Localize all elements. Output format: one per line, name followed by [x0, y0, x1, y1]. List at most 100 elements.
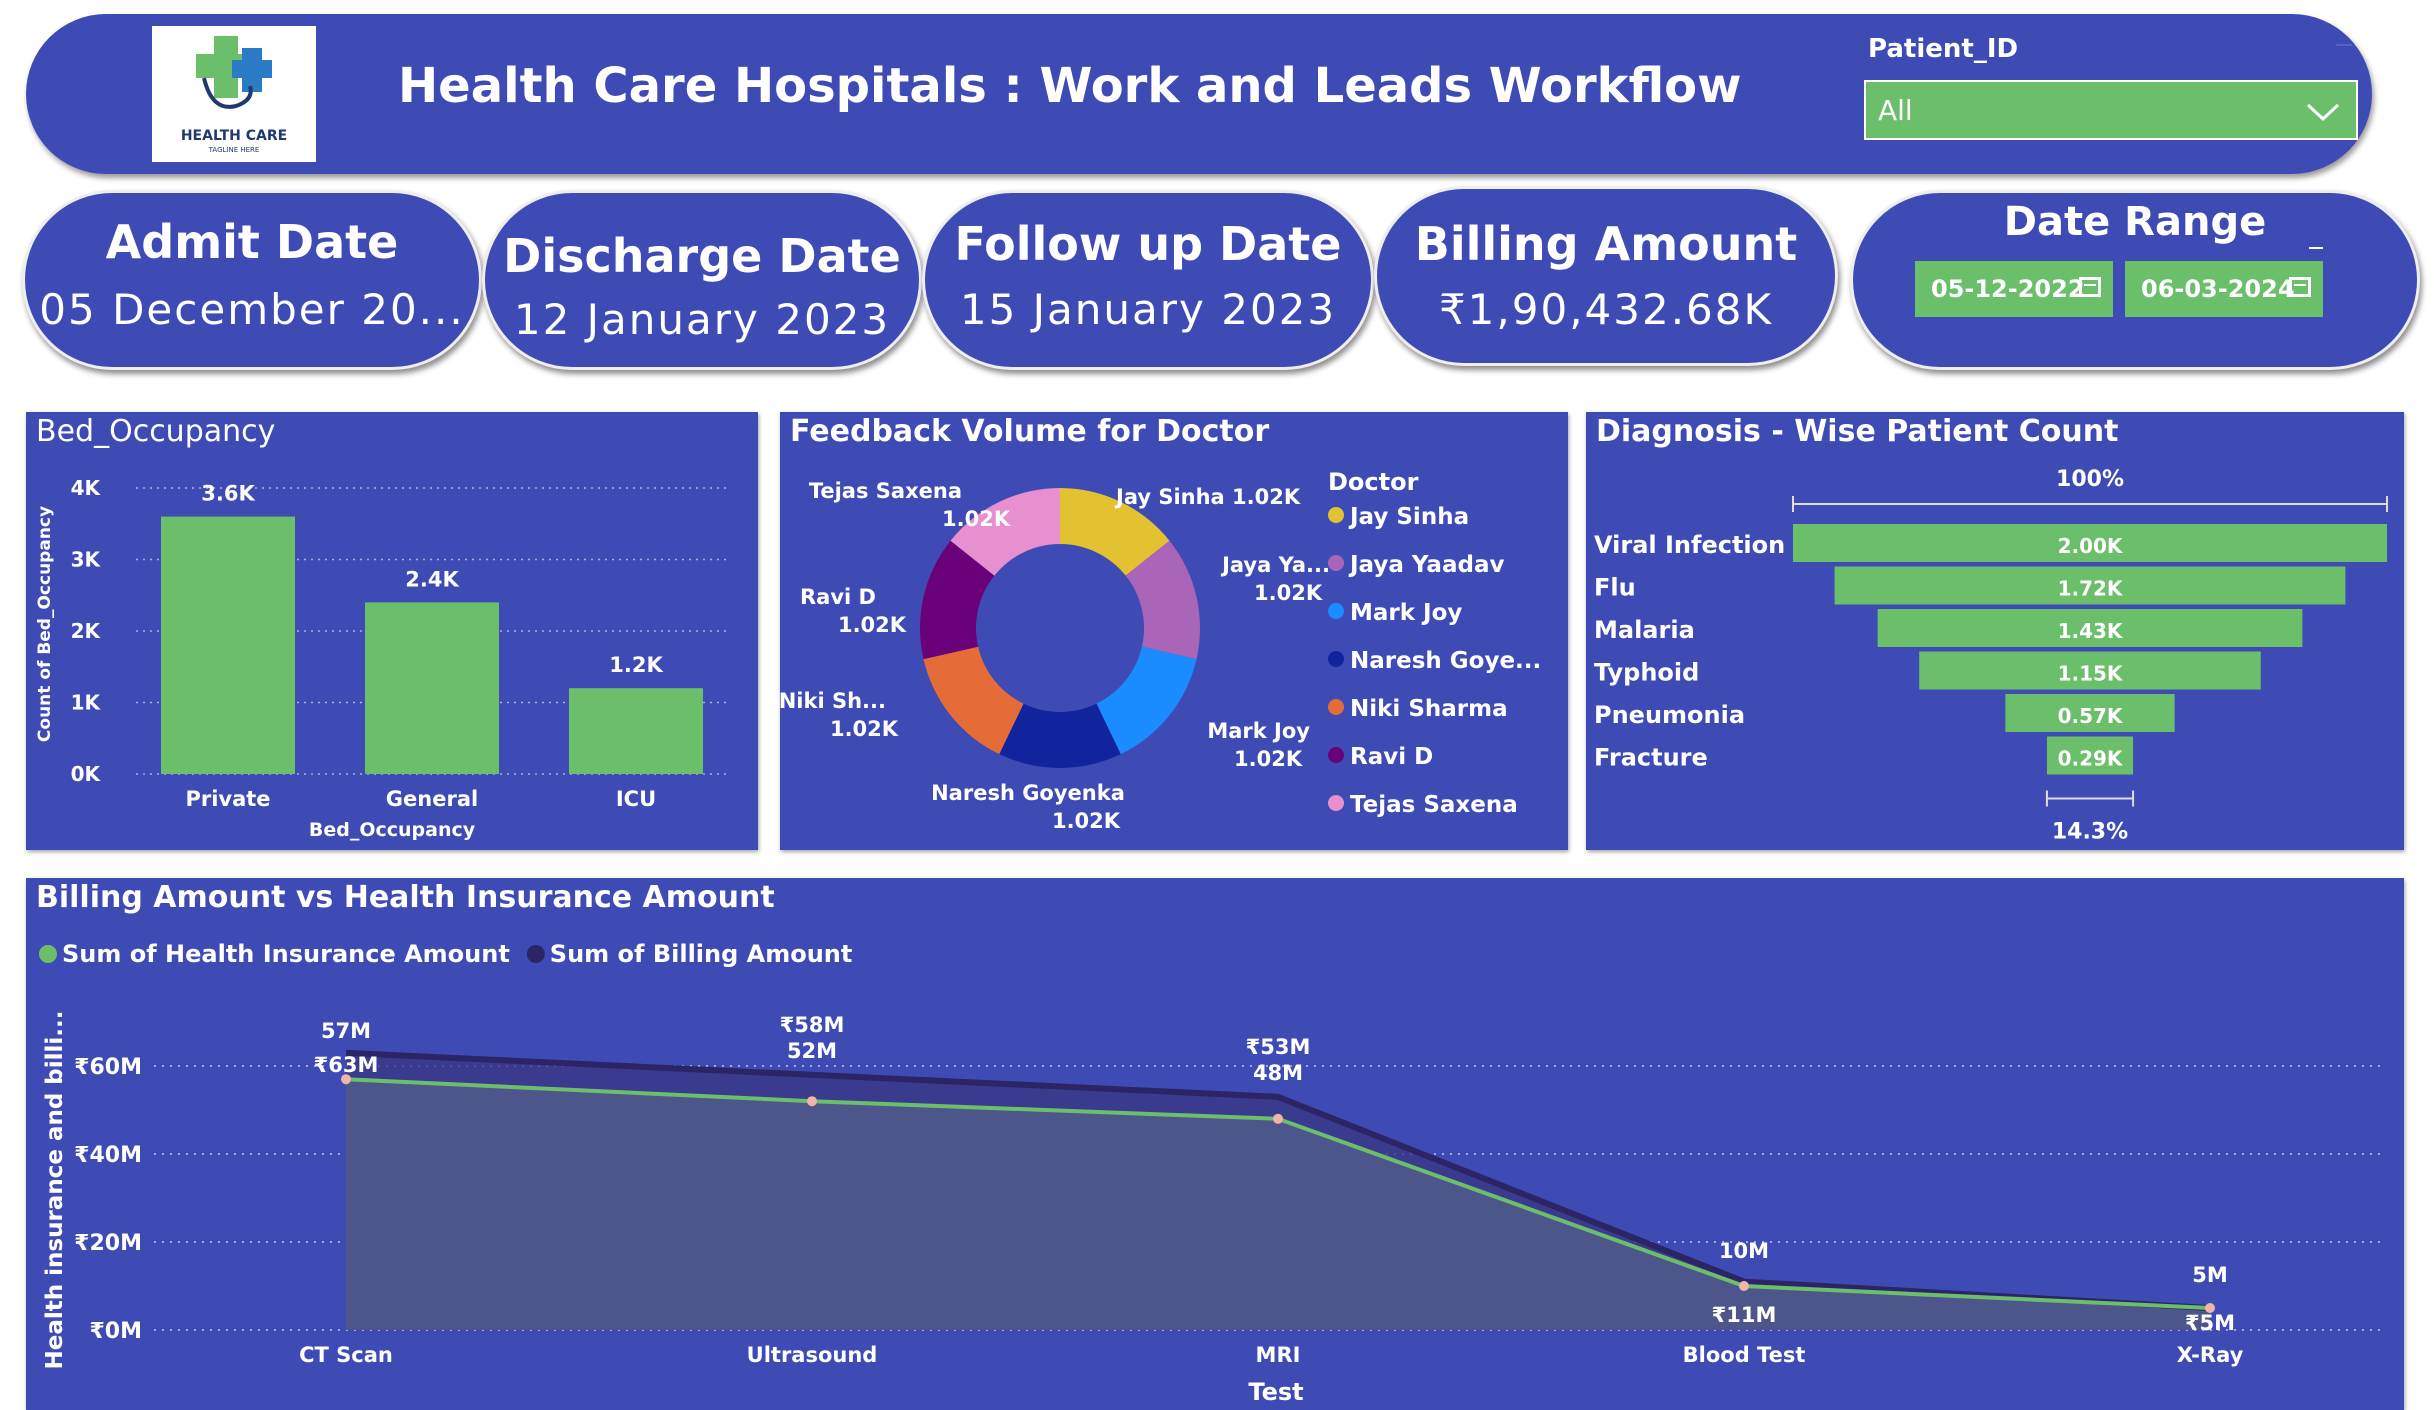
slice-label-value: 1.02K [838, 613, 907, 637]
donut-slice-niki-sharma[interactable] [923, 646, 1024, 755]
x-axis-title: Bed_Occupancy [309, 819, 476, 841]
medical-cross-icon [196, 36, 272, 109]
legend-dot-icon [526, 945, 545, 963]
donut-slice-jay-sinha[interactable] [1060, 488, 1170, 576]
slice-label-name: Mark Joy [1207, 719, 1310, 743]
discharge-date-card: Discharge Date 12 January 2023 [482, 190, 922, 370]
donut-slice-ravi-d[interactable] [920, 540, 995, 660]
billing-amount-title: Billing Amount [1414, 217, 1798, 271]
funnel-data-label: 0.57K [2058, 704, 2124, 728]
billing-amount-value: ₹1,90,432.68K [1438, 285, 1774, 334]
legend-item[interactable]: Jay Sinha [1328, 504, 1541, 552]
funnel-bar-pneumonia[interactable] [2005, 694, 2175, 732]
bed-occupancy-chart: 0K 1K 2K 3K 4K 3.6K Private 2.4K General 1.2K ICU B… [35, 476, 728, 841]
insurance-point[interactable] [807, 1096, 817, 1107]
legend-dot-icon [1328, 747, 1344, 763]
doctor-legend-title: Doctor [1328, 468, 1419, 496]
donut-slice-jaya-yaadav[interactable] [1125, 540, 1200, 660]
legend-item[interactable]: Tejas Saxena [1328, 792, 1541, 840]
billing-insurance-chart: Sum of Health Insurance Amount Sum of Bil… [39, 940, 2386, 1406]
funnel-top-percent: 100% [2056, 467, 2124, 492]
x-tick-label: Private [185, 787, 270, 811]
patient-id-label: Patient_ID [1868, 34, 2019, 64]
insurance-data-label: 57M [321, 1019, 371, 1043]
slice-label-value: 1.02K [942, 507, 1011, 531]
funnel-data-label: 1.15K [2058, 662, 2124, 686]
insurance-point[interactable] [341, 1074, 351, 1085]
slice-label-name: Jaya Ya... [1220, 553, 1330, 577]
y-tick-label: 4K [71, 476, 102, 500]
funnel-category-label: Flu [1594, 574, 1636, 602]
calendar-icon[interactable] [2079, 277, 2101, 297]
insurance-point[interactable] [1739, 1281, 1749, 1291]
follow-up-date-value: 15 January 2023 [959, 285, 1337, 334]
legend-label: Jay Sinha [1350, 504, 1470, 530]
funnel-bar-malaria[interactable] [1877, 609, 2303, 647]
y-axis-title: Count of Bed_Occupancy [35, 506, 55, 742]
insurance-point[interactable] [1273, 1113, 1283, 1124]
diagnosis-title: Diagnosis - Wise Patient Count [1596, 414, 2119, 449]
funnel-data-label: 2.00K [2058, 534, 2124, 558]
start-date-value: 05-12-2022 [1931, 275, 2085, 303]
x-axis-title: Test [1248, 1378, 1303, 1406]
billing-data-label: ₹5M [2185, 1311, 2235, 1335]
y-tick-label: ₹60M [74, 1055, 142, 1080]
patient-id-selected: All [1878, 94, 1913, 127]
slice-label-value: 1.02K [1254, 581, 1323, 605]
legend-item[interactable]: Naresh Goye... [1328, 648, 1541, 696]
legend-item[interactable]: Mark Joy [1328, 600, 1541, 648]
legend-dot-icon [1328, 507, 1344, 523]
discharge-date-value: 12 January 2023 [513, 295, 891, 344]
y-tick-label: ₹20M [74, 1231, 142, 1256]
logo-tagline: TAGLINE HERE [208, 146, 260, 154]
bar-general[interactable] [365, 602, 499, 774]
end-date-input[interactable]: 06-03-2024 [2125, 261, 2323, 317]
legend-item[interactable]: Ravi D [1328, 744, 1541, 792]
donut-slice-tejas-saxena[interactable] [950, 488, 1060, 576]
y-tick-label: ₹40M [74, 1143, 142, 1168]
x-tick-label: MRI [1256, 1343, 1301, 1367]
legend-dot-icon [1328, 795, 1344, 811]
page-title: Health Care Hospitals : Work and Leads W… [398, 58, 1742, 114]
funnel-bar-typhoid[interactable] [1919, 651, 2261, 690]
billing-line[interactable] [345, 1049, 2211, 1311]
legend-label[interactable]: Sum of Health Insurance Amount [62, 940, 510, 968]
feedback-panel: Feedback Volume for Doctor Jay Sinha 1.0… [780, 412, 1568, 850]
funnel-category-label: Malaria [1594, 616, 1695, 644]
patient-id-dropdown[interactable]: All [1864, 80, 2358, 140]
bar-icu[interactable] [569, 688, 703, 774]
legend-item[interactable]: Jaya Yaadav [1328, 552, 1541, 600]
insurance-data-label: 52M [787, 1039, 837, 1063]
donut-slice-mark-joy[interactable] [1096, 646, 1197, 755]
bed-occupancy-panel: Bed_Occupancy 0K 1K 2K 3K 4K 3.6K Private 2.4K G… [26, 412, 758, 850]
logo: HEALTH CARE TAGLINE HERE [152, 26, 316, 162]
billing-insurance-title: Billing Amount vs Health Insurance Amoun… [36, 880, 775, 915]
bar-private[interactable] [161, 516, 295, 774]
insurance-point[interactable] [2205, 1303, 2215, 1313]
funnel-bar-flu[interactable] [1834, 566, 2346, 605]
slice-label-value: 1.02K [1234, 747, 1303, 771]
donut-slice-naresh-goyenka[interactable] [999, 703, 1121, 768]
legend-dot-icon [39, 945, 57, 963]
calendar-icon[interactable] [2289, 277, 2311, 297]
legend-item[interactable]: Niki Sharma [1328, 696, 1541, 744]
start-date-input[interactable]: 05-12-2022 [1915, 261, 2113, 317]
discharge-date-title: Discharge Date [503, 229, 901, 283]
slice-label-name: Tejas Saxena [809, 479, 962, 503]
slice-label-name: Niki Sh... [780, 689, 886, 713]
feedback-donut-chart: Jay Sinha 1.02K Jaya Ya... 1.02K Mark Joy 1.… [780, 479, 1330, 833]
funnel-data-label: 1.72K [2058, 577, 2124, 601]
insurance-data-label: 10M [1719, 1239, 1769, 1263]
funnel-bar-viral-infection[interactable] [1793, 524, 2387, 562]
diagnosis-panel: Diagnosis - Wise Patient Count 100% Viral… [1586, 412, 2404, 850]
funnel-data-label: 1.43K [2058, 619, 2124, 643]
legend-label[interactable]: Sum of Billing Amount [550, 940, 853, 968]
legend-label: Ravi D [1350, 744, 1434, 770]
legend-label: Tejas Saxena [1350, 792, 1518, 818]
admit-date-title: Admit Date [105, 215, 399, 269]
funnel-bar-fracture[interactable] [2046, 736, 2134, 775]
y-axis-title: Health insurance and billi... [42, 1010, 68, 1369]
insurance-data-label: 5M [2192, 1263, 2228, 1287]
legend-label: Mark Joy [1350, 600, 1463, 626]
insurance-area [346, 1079, 2210, 1330]
